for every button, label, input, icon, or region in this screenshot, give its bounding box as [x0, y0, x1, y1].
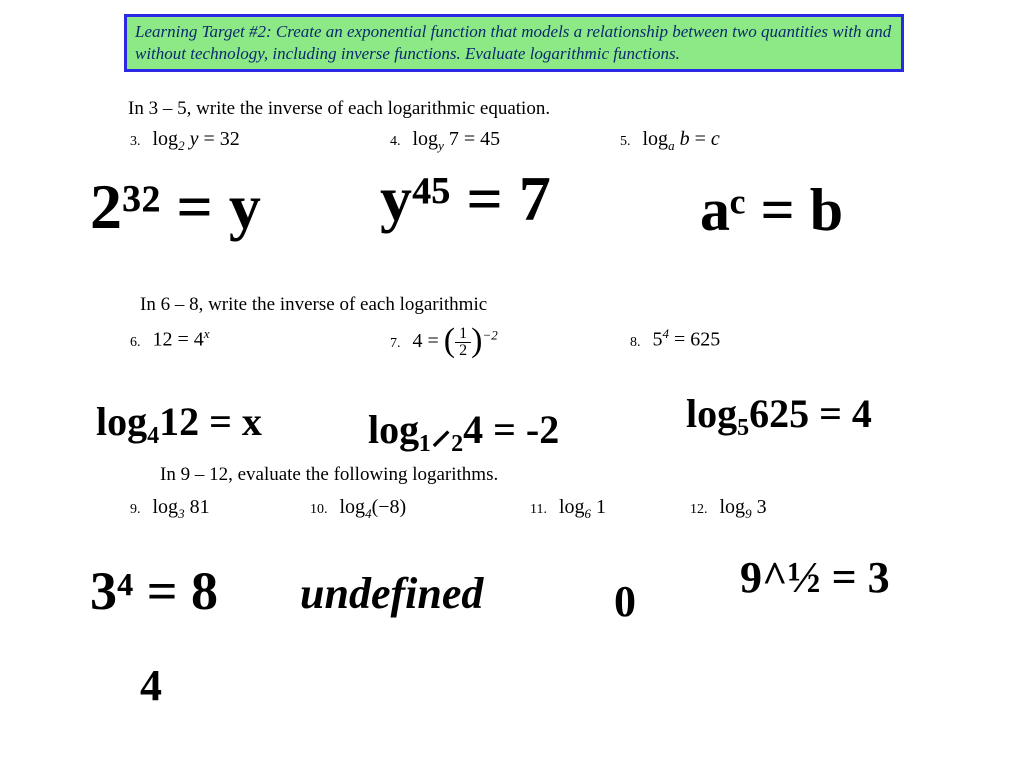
p11-arg: 1	[596, 496, 606, 518]
handwriting-answer-10: undefined	[300, 568, 483, 619]
p8-rhs: 625	[690, 329, 720, 351]
section-3-text: In 9 – 12, evaluate the following logari…	[160, 464, 498, 485]
handwriting-answer-9a: 3⁴ = 8	[90, 560, 218, 622]
p10-arg: (−8)	[372, 496, 407, 518]
problem-11: 11. log6 1	[530, 496, 606, 522]
handwriting-answer-6: log₄12 = x	[96, 398, 262, 445]
handwriting-answer-3: 2³² = y	[90, 170, 261, 244]
h6-text: log₄12 = x	[96, 399, 262, 444]
learning-target-box: Learning Target #2: Create an exponentia…	[124, 14, 904, 72]
problem-8-number: 8.	[630, 335, 641, 351]
problem-3-number: 3.	[130, 134, 141, 150]
h11-text: 0	[614, 577, 636, 626]
h4-text: y⁴⁵ = 7	[380, 163, 551, 234]
problem-9: 9. log3 81	[130, 496, 210, 522]
p8-exp: 4	[663, 326, 670, 341]
p4-rhs: 45	[480, 128, 500, 150]
problem-3: 3. log2 y = 32	[130, 128, 240, 154]
handwriting-answer-11: 0	[614, 576, 636, 627]
problem-3-expression: log2 y = 32	[153, 128, 240, 154]
handwriting-answer-8: log₅625 = 4	[686, 390, 872, 437]
problem-6-expression: 12 = 4x	[153, 326, 210, 352]
p7-frac-den: 2	[455, 343, 471, 359]
problem-4-expression: logy 7 = 45	[413, 128, 501, 154]
problem-9-number: 9.	[130, 502, 141, 518]
h5-text: aᶜ = b	[700, 177, 843, 243]
handwriting-answer-9b: 4	[140, 660, 162, 711]
p5-rhs: c	[711, 128, 720, 150]
section-2-instruction: In 6 – 8, write the inverse of each loga…	[140, 294, 487, 316]
section-1-text: In 3 – 5, write the inverse of each loga…	[128, 98, 550, 119]
problem-11-number: 11.	[530, 502, 547, 518]
problem-5: 5. loga b = c	[620, 128, 720, 154]
h7-text: log₁⸝₂4 = -2	[368, 407, 559, 452]
problem-10-expression: log4(−8)	[340, 496, 407, 522]
section-1-instruction: In 3 – 5, write the inverse of each loga…	[128, 98, 550, 120]
problem-11-expression: log6 1	[559, 496, 606, 522]
problem-7: 7. 4 = (12)−2	[390, 326, 498, 359]
problem-12-number: 12.	[690, 502, 708, 518]
problem-4: 4. logy 7 = 45	[390, 128, 500, 154]
problem-9-expression: log3 81	[153, 496, 210, 522]
problem-5-expression: loga b = c	[643, 128, 720, 154]
p3-arg: y	[190, 128, 199, 150]
learning-target-text: Learning Target #2: Create an exponentia…	[135, 22, 891, 63]
handwriting-answer-12: 9^½ = 3	[740, 552, 890, 603]
p4-base: y	[438, 138, 444, 153]
p5-arg: b	[680, 128, 690, 150]
problem-10-number: 10.	[310, 502, 328, 518]
section-3-instruction: In 9 – 12, evaluate the following logari…	[160, 464, 498, 486]
p6-base: 4	[194, 329, 204, 351]
p9-arg: 81	[190, 496, 210, 518]
p12-arg: 3	[757, 496, 767, 518]
p5-base: a	[668, 138, 675, 153]
problem-6-number: 6.	[130, 335, 141, 351]
p6-lhs: 12	[153, 329, 173, 351]
problem-12: 12. log9 3	[690, 496, 767, 522]
problem-8: 8. 54 = 625	[630, 326, 720, 352]
handwriting-answer-7: log₁⸝₂4 = -2	[368, 400, 559, 455]
h3-text: 2³² = y	[90, 171, 261, 242]
p9-base: 3	[178, 506, 185, 521]
p4-arg: 7	[449, 128, 459, 150]
h8-text: log₅625 = 4	[686, 391, 872, 436]
problem-8-expression: 54 = 625	[653, 326, 721, 352]
p7-lhs: 4	[413, 330, 423, 352]
p3-rhs: 32	[220, 128, 240, 150]
problem-6: 6. 12 = 4x	[130, 326, 210, 352]
p3-base: 2	[178, 138, 185, 153]
h9a-text: 3⁴ = 8	[90, 561, 218, 621]
handwriting-answer-4: y⁴⁵ = 7	[380, 162, 551, 236]
p7-exp: −2	[482, 327, 497, 342]
p11-base: 6	[585, 506, 592, 521]
h12-text: 9^½ = 3	[740, 553, 890, 602]
p8-base: 5	[653, 329, 663, 351]
p6-exp: x	[204, 326, 210, 341]
h9b-text: 4	[140, 661, 162, 710]
h10-text: undefined	[300, 569, 483, 618]
section-2-text: In 6 – 8, write the inverse of each loga…	[140, 294, 487, 315]
problem-4-number: 4.	[390, 134, 401, 150]
p7-frac-num: 1	[455, 326, 471, 343]
problem-10: 10. log4(−8)	[310, 496, 406, 522]
problem-5-number: 5.	[620, 134, 631, 150]
problem-7-number: 7.	[390, 336, 401, 352]
problem-12-expression: log9 3	[720, 496, 767, 522]
p12-base: 9	[745, 506, 752, 521]
problem-7-expression: 4 = (12)−2	[413, 326, 498, 359]
handwriting-answer-5: aᶜ = b	[700, 176, 843, 245]
